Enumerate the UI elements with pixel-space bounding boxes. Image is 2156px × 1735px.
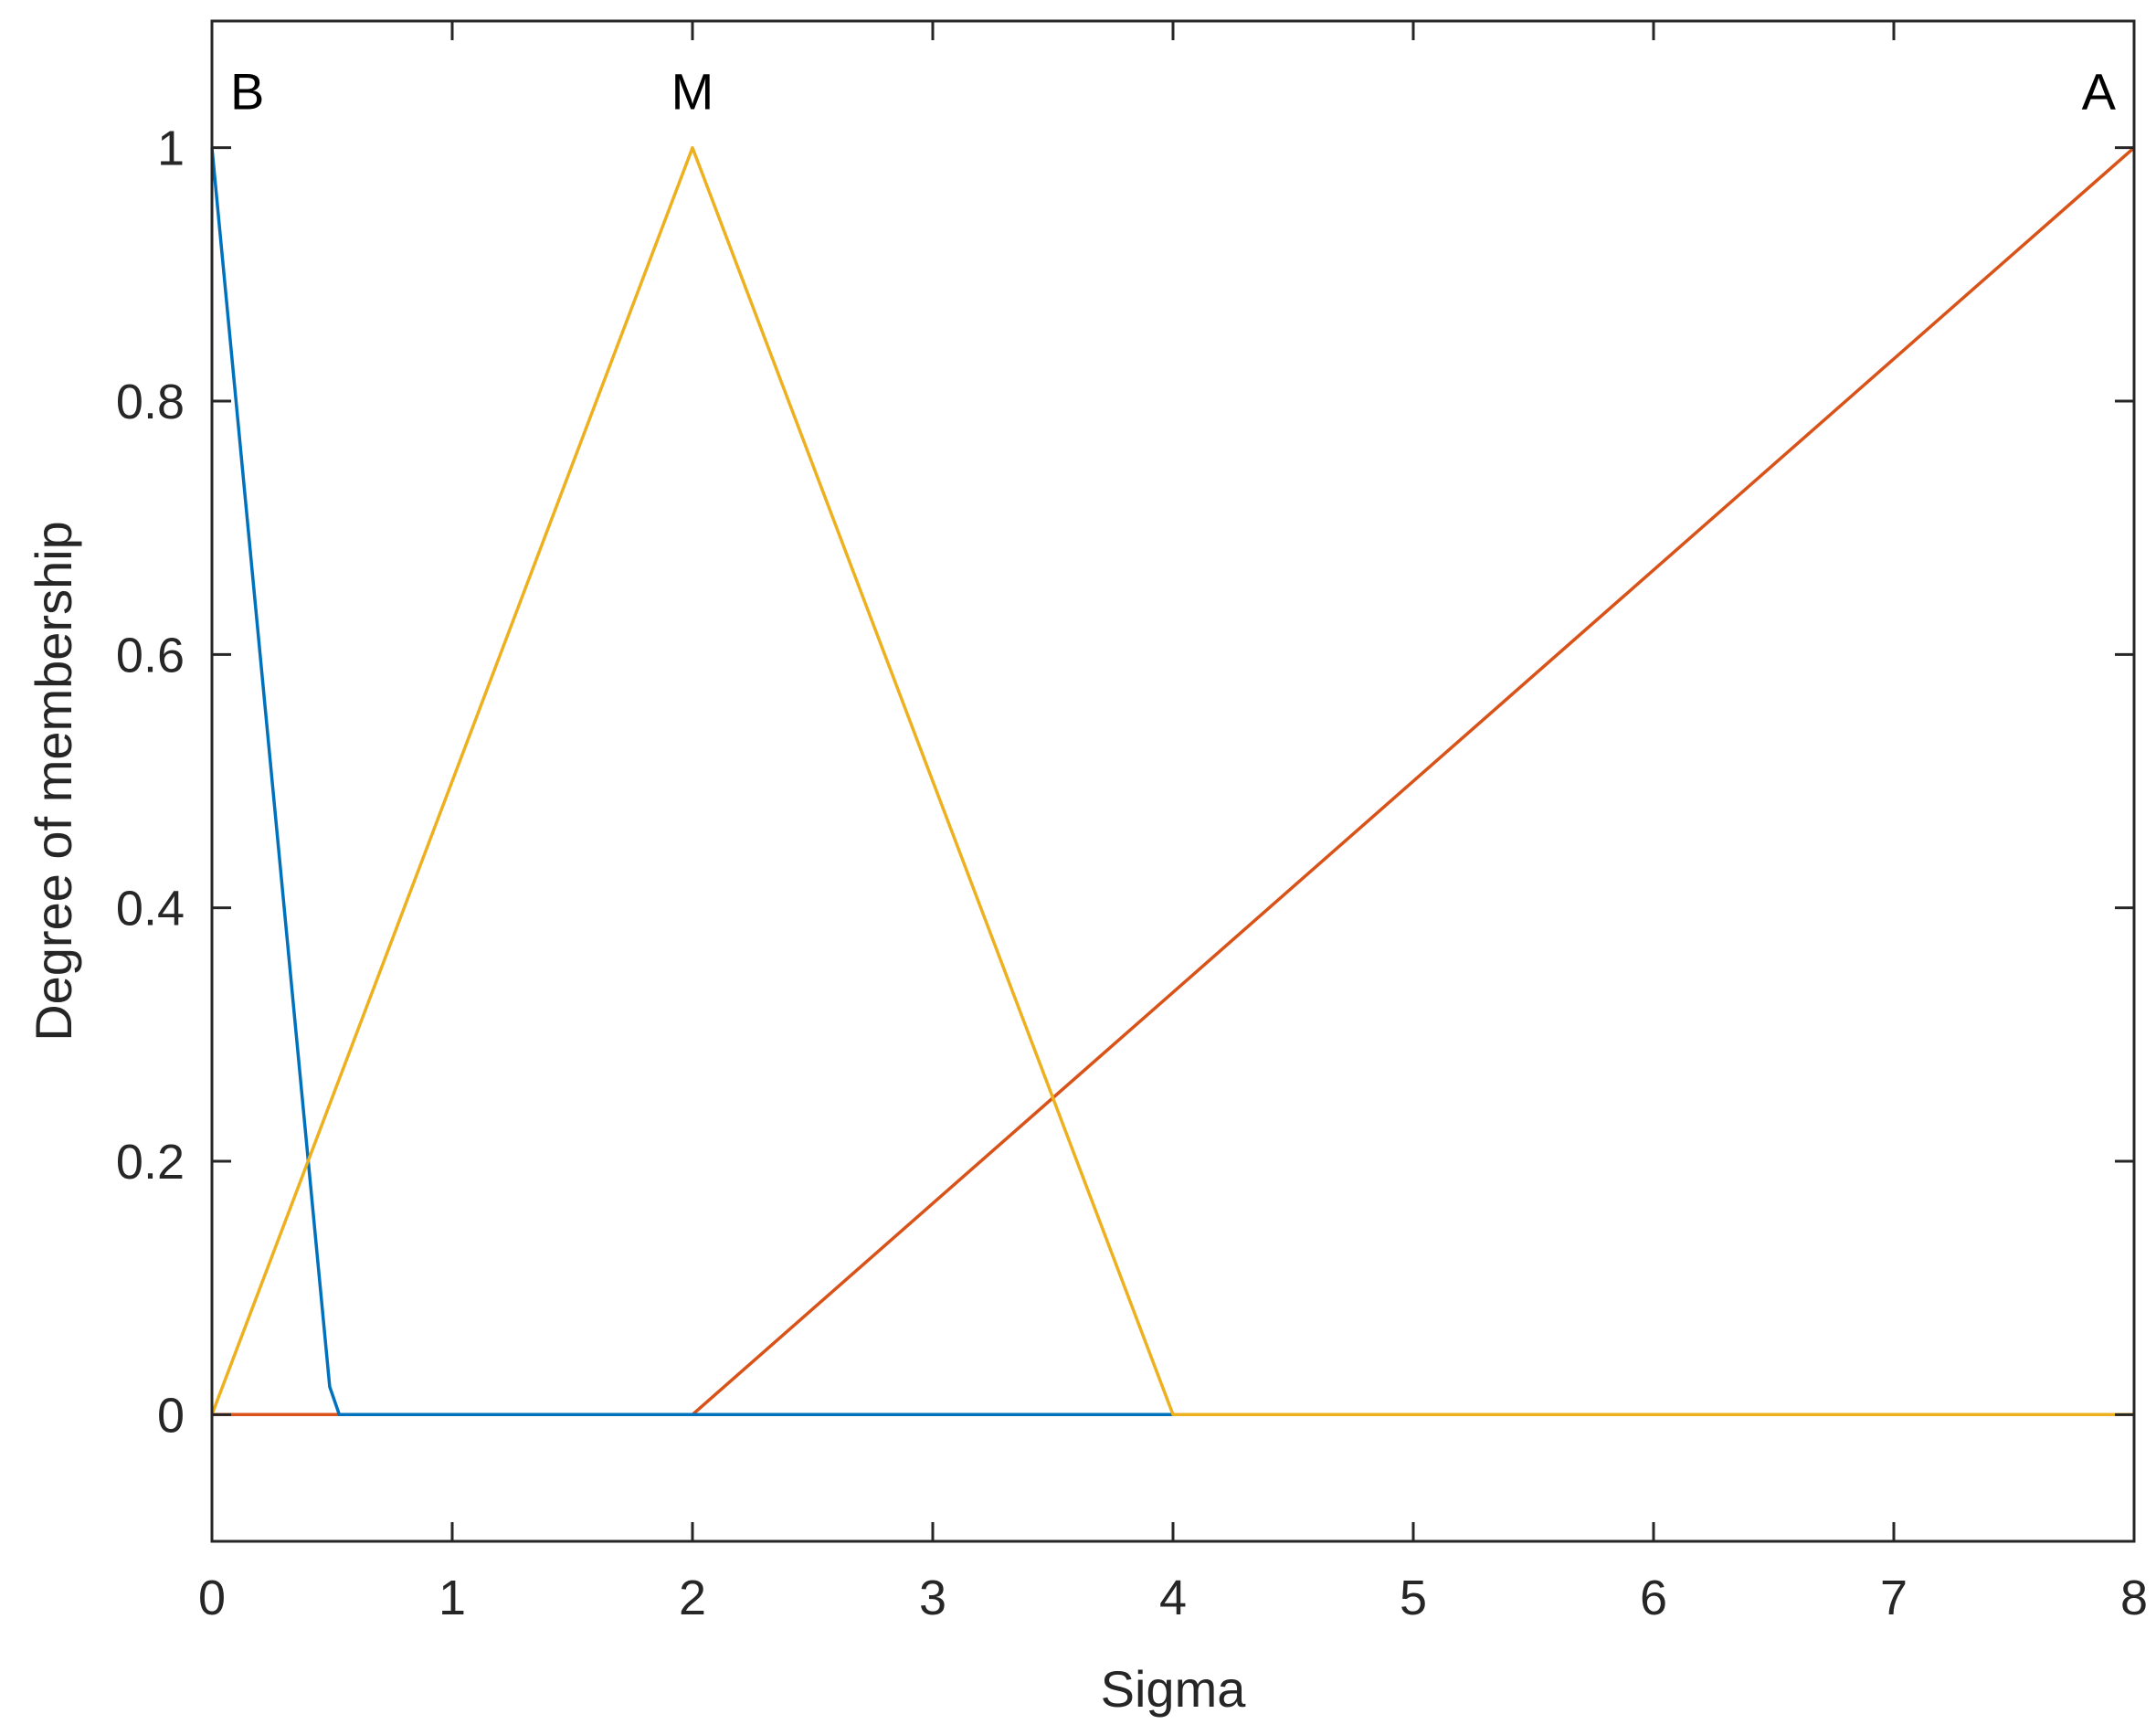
x-tick-label: 5 — [1400, 1571, 1427, 1625]
y-tick-label: 0 — [157, 1388, 185, 1443]
x-tick-label: 4 — [1159, 1571, 1187, 1625]
series-layer — [210, 145, 2136, 1417]
mf-label-b: B — [230, 63, 264, 121]
x-tick-label: 1 — [439, 1571, 466, 1625]
x-tick-label: 7 — [1880, 1571, 1908, 1625]
y-tick-label: 1 — [157, 122, 185, 176]
mf-label-a: A — [2082, 63, 2117, 121]
y-tick-label: 0.8 — [116, 375, 185, 429]
y-tick-label: 0.6 — [116, 628, 185, 682]
plot-area — [212, 21, 2134, 1541]
x-axis-label: Sigma — [1101, 1660, 1247, 1718]
y-tick-label: 0.2 — [116, 1135, 185, 1190]
x-tick-label: 2 — [679, 1571, 706, 1625]
tick-layer: 0 1 2 3 4 5 6 7 8 0 0.2 0.4 0.6 0.8 1 — [116, 21, 2148, 1625]
y-axis-label: Degree of membership — [25, 521, 82, 1042]
x-tick-label: 3 — [919, 1571, 946, 1625]
x-tick-label: 0 — [198, 1571, 226, 1625]
x-tick-label: 8 — [2120, 1571, 2148, 1625]
mf-label-m: M — [671, 63, 714, 121]
x-tick-label: 6 — [1640, 1571, 1667, 1625]
series-line-m — [210, 145, 2134, 1417]
y-tick-label: 0.4 — [116, 882, 185, 936]
